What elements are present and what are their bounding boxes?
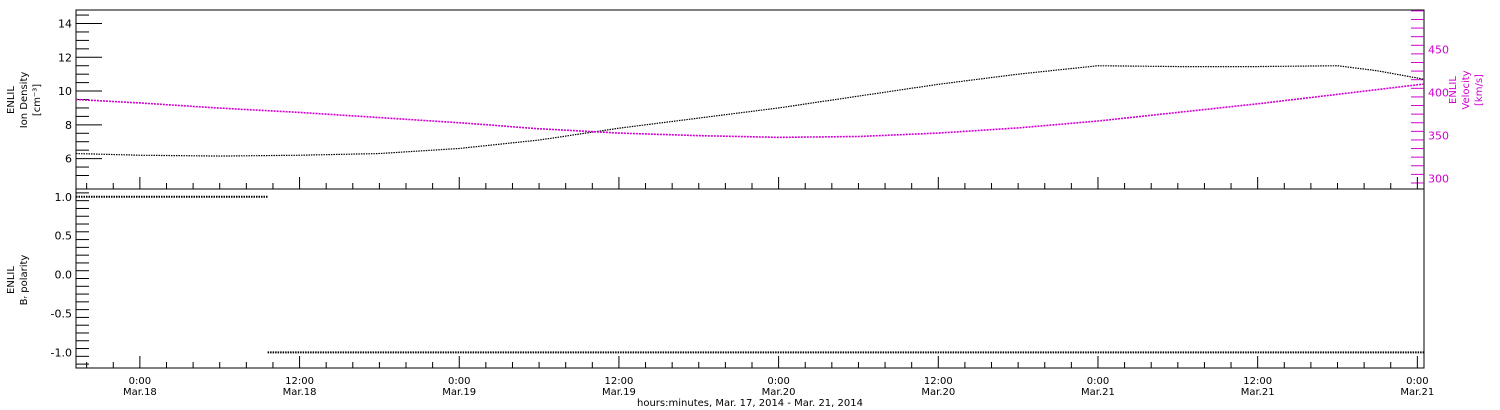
bottom-left-tick-label: 1.0 — [55, 191, 73, 204]
x-axis-title: hours:minutes, Mar. 17, 2014 - Mar. 21, … — [637, 398, 863, 409]
top-right-axis-title: [km/s] — [1474, 74, 1485, 106]
bottom-left-tick-label: 0.0 — [55, 269, 73, 282]
top-left-axis-title: [cm⁻³] — [32, 84, 43, 116]
top-left-tick-label: 14 — [58, 18, 72, 31]
x-tick-label-time: 0:00 — [1087, 376, 1109, 387]
x-tick-label-date: Mar.19 — [602, 387, 636, 398]
top-left-axis-title: Ion Density — [19, 72, 30, 129]
top-left-tick-label: 6 — [65, 153, 72, 166]
bottom-left-axis-title: Bᵣ polarity — [19, 255, 30, 306]
bottom-left-axis-title: ENLIL — [6, 266, 17, 294]
x-tick-label-time: 12:00 — [285, 376, 314, 387]
top-right-tick-label: 400 — [1428, 87, 1449, 100]
top-series-density-line — [75, 65, 1425, 157]
x-tick-label-date: Mar.21 — [1241, 387, 1275, 398]
x-tick-label-time: 0:00 — [1406, 376, 1428, 387]
x-tick-label-time: 12:00 — [605, 376, 634, 387]
bottom-left-tick-label: -1.0 — [51, 346, 72, 359]
x-tick-label-time: 0:00 — [129, 376, 151, 387]
top-left-axis-title: ENLIL — [6, 86, 17, 114]
top-panel-frame — [75, 9, 1425, 190]
top-right-tick-label: 300 — [1428, 173, 1449, 186]
x-tick-label-date: Mar.21 — [1400, 387, 1434, 398]
bottom-left-tick-label: -0.5 — [51, 308, 72, 321]
top-right-tick-label: 450 — [1428, 44, 1449, 57]
top-series-velocity-line — [75, 83, 1425, 139]
bottom-panel-frame — [75, 188, 1425, 369]
x-tick-label-time: 0:00 — [767, 376, 789, 387]
x-tick-label-date: Mar.20 — [921, 387, 955, 398]
top-right-tick-label: 350 — [1428, 130, 1449, 143]
top-left-tick-label: 10 — [58, 85, 72, 98]
x-tick-label-date: Mar.20 — [762, 387, 796, 398]
top-left-tick-label: 8 — [65, 119, 72, 132]
x-tick-label-time: 12:00 — [1243, 376, 1272, 387]
top-right-axis-title: ENLIL — [1448, 76, 1459, 104]
x-tick-label-time: 12:00 — [924, 376, 953, 387]
x-tick-label-date: Mar.21 — [1081, 387, 1115, 398]
bottom-left-tick-label: 0.5 — [55, 230, 73, 243]
top-left-tick-label: 12 — [58, 51, 72, 64]
x-tick-label-date: Mar.18 — [123, 387, 157, 398]
top-right-axis-title: Velocity — [1461, 70, 1472, 109]
x-tick-label-date: Mar.19 — [442, 387, 476, 398]
x-tick-label-time: 0:00 — [448, 376, 470, 387]
x-tick-label-date: Mar.18 — [283, 387, 317, 398]
